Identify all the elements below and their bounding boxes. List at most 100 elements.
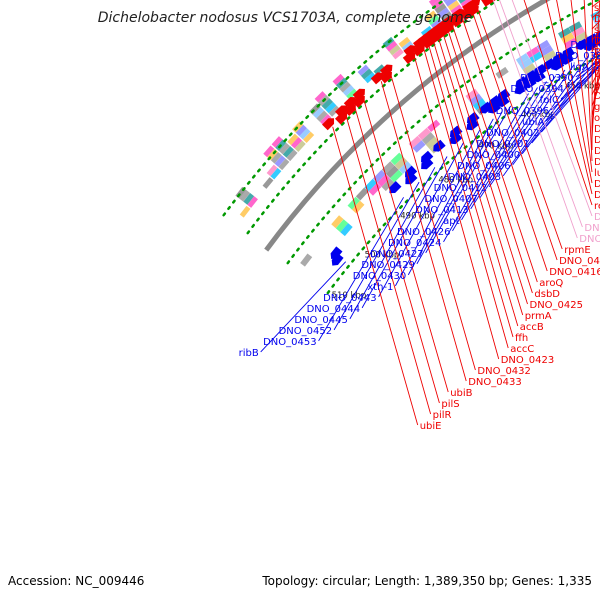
kbp-tick-label: 510 kbp xyxy=(332,291,367,301)
gene-label: recD xyxy=(594,201,600,212)
leader-line xyxy=(378,142,464,298)
inner-band-block xyxy=(515,53,530,65)
gene-label: ubiB xyxy=(450,388,472,399)
gene-label: DNO_0423 xyxy=(501,355,555,366)
outer-band-block xyxy=(294,140,306,152)
outer-band-block xyxy=(342,84,355,97)
gene-label: ubiA xyxy=(522,117,544,128)
outer-band-block xyxy=(278,142,291,155)
gene-label: DNO_0415 xyxy=(559,256,600,267)
reverse-gene-arrow xyxy=(370,72,384,85)
outer-band-block xyxy=(332,73,345,86)
leader-line xyxy=(452,87,538,232)
leader-line xyxy=(427,42,514,338)
leader-line xyxy=(422,46,509,349)
outer-band-block xyxy=(447,0,460,11)
gene-label: pilR xyxy=(433,410,452,421)
leader-line xyxy=(416,112,503,265)
inner-band-block xyxy=(381,161,395,174)
outer-band-block xyxy=(364,72,376,84)
leader-line xyxy=(545,0,593,195)
forward-gene-arrow xyxy=(330,246,343,260)
reverse-gene-arrow xyxy=(422,30,436,43)
outer-band-block xyxy=(266,164,278,177)
inner-band-block xyxy=(372,169,386,183)
leader-line xyxy=(556,0,593,184)
outer-band-block xyxy=(427,14,440,26)
outer-band-block xyxy=(325,101,337,114)
forward-gene-arrow xyxy=(524,69,538,82)
leader-line xyxy=(413,53,500,360)
outer-band-block xyxy=(437,7,450,18)
gene-label: rpmE xyxy=(564,245,591,256)
outer-band-block xyxy=(303,131,315,144)
outer-band-block xyxy=(357,64,370,76)
outer-band-block xyxy=(278,158,290,171)
gene-label: DNO_0425 xyxy=(530,300,584,311)
leader-line xyxy=(570,0,593,173)
gene-label: xth-1 xyxy=(367,282,393,293)
gene-label: DNO_0391 xyxy=(594,135,600,146)
inner-band-block xyxy=(590,9,600,21)
forward-gene-arrow xyxy=(421,157,434,170)
gene-label: DNO_0402 xyxy=(486,128,540,139)
gene-label: DNO_0445 xyxy=(294,315,348,326)
leader-line xyxy=(591,0,593,151)
feature-bands xyxy=(235,0,600,267)
outer-band-block xyxy=(319,114,332,126)
leader-line xyxy=(380,81,467,382)
gene-label: DNO_0407 xyxy=(424,194,478,205)
inner-band-block xyxy=(347,196,361,210)
leader-line xyxy=(333,181,420,331)
gene-label: ligA xyxy=(570,62,589,73)
outer-band-block xyxy=(360,68,373,80)
inner-band-block xyxy=(394,156,408,170)
leader-line xyxy=(361,156,448,309)
reverse-gene-arrow xyxy=(412,44,425,57)
leader-line xyxy=(461,81,547,221)
gene-label: DNO_0403 xyxy=(448,172,502,183)
outer-band-block xyxy=(243,193,255,205)
leader-line xyxy=(521,54,600,155)
outer-band-block xyxy=(295,124,307,137)
forward-gene-arrow xyxy=(488,101,501,114)
gene-label: DNO_0364 xyxy=(594,14,600,25)
gene-label: DNO_0410 xyxy=(579,234,600,245)
outer-band-block xyxy=(373,64,386,76)
kbp-ticks: 390 kbp400 kbp410 kbp420 kbp430 kbp440 k… xyxy=(332,82,600,302)
kbp-tick-label: 450 kbp xyxy=(565,82,600,92)
inner-band-block xyxy=(412,140,426,153)
leader-line xyxy=(349,167,436,320)
outer-band-block xyxy=(316,110,328,122)
gene-label: guaB xyxy=(594,80,600,91)
leader-line xyxy=(461,17,548,272)
outer-band-block xyxy=(339,81,351,93)
inner-band-block xyxy=(495,66,509,79)
outer-band-block xyxy=(424,10,437,22)
outer-band-block xyxy=(444,0,457,7)
gene-label: DNO_0375 xyxy=(594,58,600,69)
leader-line xyxy=(499,0,583,228)
outer-band-block xyxy=(440,11,453,22)
reverse-gene-arrow xyxy=(462,1,476,14)
inner-band-block xyxy=(368,182,382,196)
reverse-gene-arrow xyxy=(481,0,495,7)
inner-band-block xyxy=(351,200,365,214)
gene-label: apt xyxy=(443,216,459,227)
gene-label: DNO_0398 xyxy=(594,179,600,190)
outer-band-block xyxy=(263,145,275,158)
gene-label: accB xyxy=(520,322,544,333)
leader-line xyxy=(345,113,432,415)
gene-label: kdsA xyxy=(594,0,600,3)
inner-band-block xyxy=(417,127,431,141)
topology-label: Topology: circular; Length: 1,389,350 bp… xyxy=(262,574,592,588)
leader-line xyxy=(442,31,528,305)
gene-label: aroQ xyxy=(539,278,563,289)
leader-line xyxy=(502,56,589,177)
forward-gene-arrow xyxy=(560,53,574,65)
reverse-gene-arrow xyxy=(413,37,426,50)
outer-band-block xyxy=(270,152,282,164)
inner-band-block xyxy=(385,165,399,179)
gene-label: DNO_0386 xyxy=(570,40,600,51)
